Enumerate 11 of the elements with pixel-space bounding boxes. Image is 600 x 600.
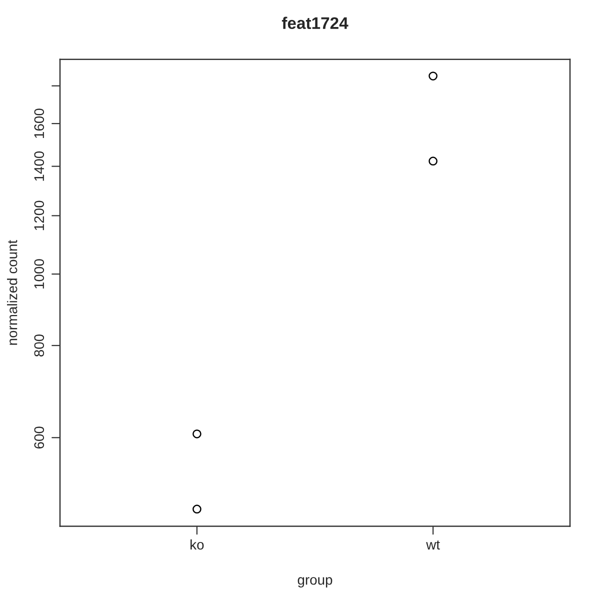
y-tick-label: 800	[34, 334, 44, 356]
x-tick-label: ko	[190, 539, 204, 550]
y-tick-label: 1200	[34, 200, 44, 230]
y-tick-label: 1400	[34, 151, 44, 181]
y-tick-label: 1000	[34, 259, 44, 288]
x-tick-label: wt	[426, 540, 440, 550]
y-tick-label: 600	[34, 426, 44, 449]
y-axis-title: normalized count	[7, 240, 18, 345]
chart-title: feat1724	[282, 16, 348, 30]
y-tick-label: 1600	[34, 108, 44, 138]
x-axis-title: group	[298, 577, 332, 588]
